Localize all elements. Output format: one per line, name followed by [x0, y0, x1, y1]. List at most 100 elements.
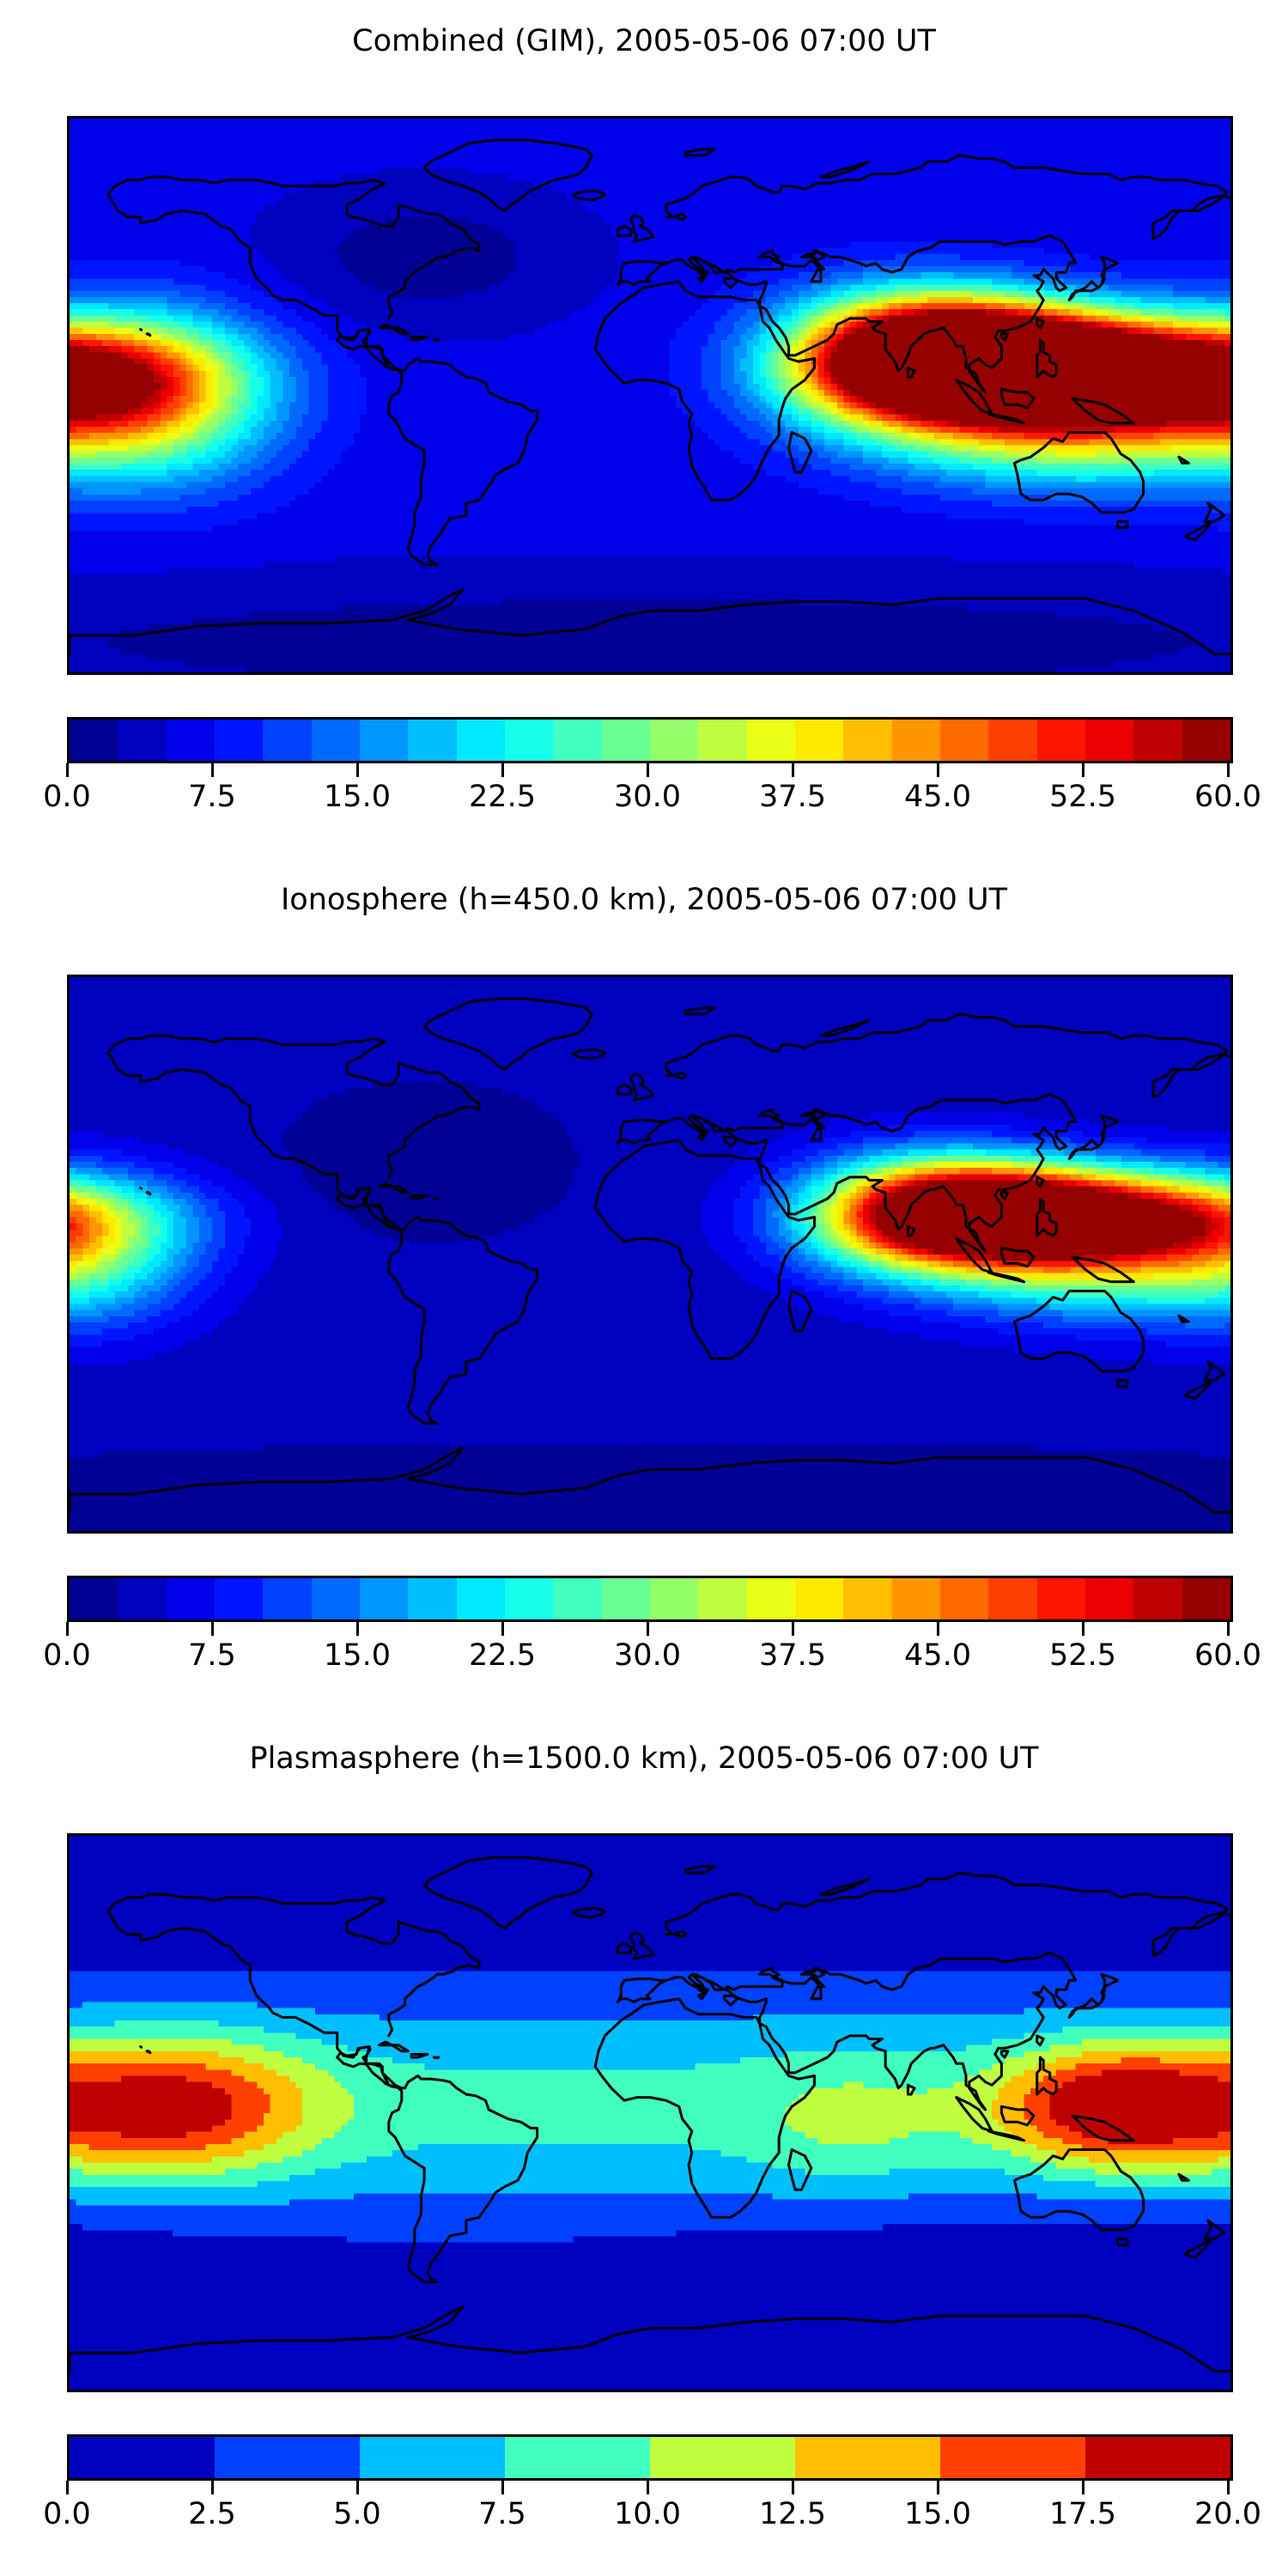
map-ionosphere	[67, 975, 1233, 1534]
coastline-path	[410, 1194, 429, 1200]
colorbar-tick	[210, 2481, 214, 2494]
contour-band	[70, 2002, 1230, 2206]
colorbar-tick	[936, 763, 939, 777]
colorbar-segment	[698, 1578, 747, 1619]
coastline-path	[665, 154, 1230, 240]
contour-band	[88, 303, 1218, 446]
colorbar-segment	[843, 720, 892, 761]
contour-band	[70, 253, 1230, 513]
coastline-path	[1036, 2034, 1045, 2047]
colorbar-tick	[791, 2481, 794, 2494]
coastline-path	[106, 1893, 481, 2038]
coastline-path	[1177, 2172, 1190, 2182]
coastline-path	[1036, 317, 1045, 330]
contour-band	[70, 309, 1230, 427]
contour-band	[70, 272, 1230, 483]
coastline-path	[1036, 338, 1058, 379]
colorbar-tick-label: 15.0	[904, 2497, 971, 2531]
colorbar-gradient-ionosphere	[67, 1576, 1233, 1622]
colorbar-tick-label: 52.5	[1049, 780, 1116, 814]
coastline-path	[1177, 455, 1190, 465]
coastline-path	[819, 1877, 871, 1896]
map-canvas-combined	[70, 118, 1230, 672]
panel-title-plasmasphere: Plasmasphere (h=1500.0 km), 2005-05-06 0…	[249, 1741, 1039, 1776]
colorbar-segment	[118, 720, 167, 761]
coastline-path	[145, 2050, 152, 2055]
coastline-path	[593, 1997, 816, 2219]
colorbar-segment	[504, 720, 554, 761]
colorbar-tick-label: 7.5	[188, 1638, 236, 1673]
coastline-path	[378, 1182, 410, 1194]
contour-band	[70, 1149, 1230, 1304]
colorbar-segment	[408, 1578, 457, 1619]
contour-band	[70, 1112, 1230, 1366]
coastline-path	[422, 997, 593, 1071]
coastlines	[70, 138, 1230, 655]
colorbar-tick	[355, 1622, 359, 1636]
colorbar-tick-label: 2.5	[188, 2497, 236, 2531]
coastline-path	[999, 1246, 1036, 1268]
coastline-path	[787, 431, 813, 474]
coastline-path	[1012, 431, 1145, 514]
colorbar-segment	[553, 1578, 602, 1619]
colorbar-tick-label: 30.0	[614, 1638, 681, 1673]
colorbar-segment	[988, 1578, 1037, 1619]
coastline-path	[1036, 1197, 1058, 1237]
colorbar-tick	[936, 2481, 939, 2494]
colorbar-tick	[355, 2481, 359, 2494]
coastline-path	[616, 1941, 632, 1954]
colorbar-tick-label: 37.5	[759, 1638, 826, 1673]
coastline-path	[139, 2045, 143, 2049]
coastline-path	[1071, 1255, 1135, 1284]
colorbar-segment	[1133, 720, 1182, 761]
colorbar-tick	[501, 1622, 504, 1636]
colorbar-tick	[791, 1622, 794, 1636]
colorbar-segment	[1084, 1578, 1134, 1619]
coastline-path	[1116, 1378, 1129, 1388]
coastline-path	[432, 2056, 440, 2060]
contour-band	[70, 1168, 1230, 1279]
coastline-path	[987, 412, 1026, 425]
coastline-path	[629, 1072, 655, 1102]
colorbar-tick	[646, 1622, 649, 1636]
coastline-path	[819, 160, 871, 179]
colorbar-tick	[65, 1622, 69, 1636]
colorbar-segment	[649, 1578, 699, 1619]
coastline-path	[987, 1271, 1026, 1284]
coastline-path	[139, 1187, 143, 1190]
coastlines	[70, 997, 1230, 1514]
colorbar-segment	[698, 720, 747, 761]
colorbar-tick-label: 37.5	[759, 780, 826, 814]
contour-band	[70, 1971, 1230, 2243]
coastline-path	[106, 1910, 539, 2284]
coastline-path	[683, 148, 716, 157]
coastline-path	[70, 1446, 1230, 1514]
colorbar-tick-label: 20.0	[1194, 2497, 1261, 2531]
colorbar-gradient-combined	[67, 717, 1233, 763]
colorbar-segment	[215, 2437, 360, 2478]
coastline-path	[1036, 2056, 1058, 2096]
colorbar-tick	[936, 1622, 939, 1636]
coastline-path	[616, 234, 1078, 394]
colorbar-tick-label: 15.0	[324, 1638, 391, 1673]
colorbar-segment	[1182, 720, 1230, 761]
colorbar-tick	[1226, 1622, 1230, 1636]
colorbar-tick-label: 45.0	[904, 780, 971, 814]
colorbar-segment	[360, 2437, 505, 2478]
colorbar-segment	[166, 1578, 215, 1619]
colorbar-segment	[1182, 1578, 1230, 1619]
colorbar-tick	[646, 763, 649, 777]
coastline-path	[106, 1034, 481, 1179]
colorbar-tick	[1226, 763, 1230, 777]
contour-band	[70, 2069, 1230, 2144]
colorbar-segment	[1133, 1578, 1182, 1619]
coastline-path	[432, 338, 440, 343]
coastline-path	[106, 1051, 539, 1425]
coastline-path	[629, 1931, 655, 1960]
colorbar-tick-label: 7.5	[478, 2497, 526, 2531]
colorbar-tick-label: 60.0	[1194, 1638, 1261, 1673]
colorbar-segment	[1036, 720, 1085, 761]
contour-band	[70, 2057, 1230, 2151]
contour-band	[70, 266, 1230, 501]
